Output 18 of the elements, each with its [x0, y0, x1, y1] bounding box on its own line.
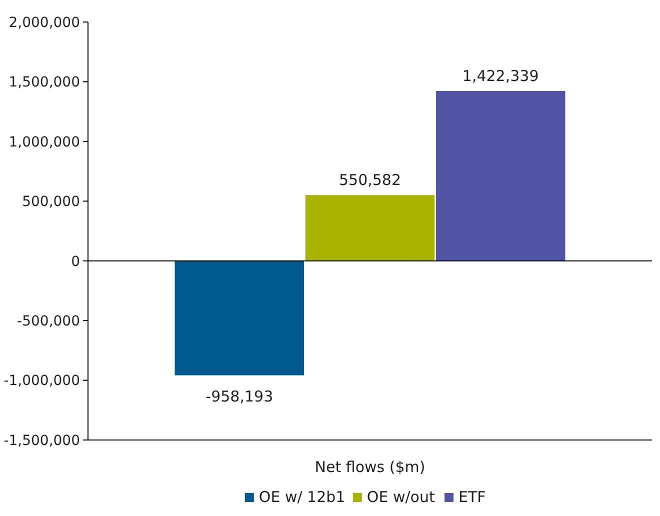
bar	[174, 260, 304, 376]
y-tick-label: 2,000,000	[8, 14, 80, 31]
y-tick-label: -500,000	[17, 313, 80, 330]
legend-label: ETF	[458, 488, 486, 506]
y-tick-label: 500,000	[22, 194, 80, 210]
legend-label: OE w/ 12b1	[258, 488, 346, 506]
y-tick-label: 0	[71, 254, 80, 270]
y-tick-label: 1,000,000	[8, 134, 80, 150]
bar	[436, 90, 566, 261]
y-tick-label: 1,500,000	[8, 74, 80, 91]
data-label: -958,193	[206, 387, 274, 406]
x-tick-label: Net flows ($m)	[314, 458, 426, 476]
legend-label: OE w/out	[366, 488, 435, 506]
data-label: 1,422,339	[462, 66, 539, 85]
y-tick-label: -1,000,000	[4, 373, 80, 390]
y-tick-label: -1,500,000	[4, 432, 80, 449]
bar	[305, 195, 435, 261]
data-label: 550,582	[338, 171, 402, 190]
